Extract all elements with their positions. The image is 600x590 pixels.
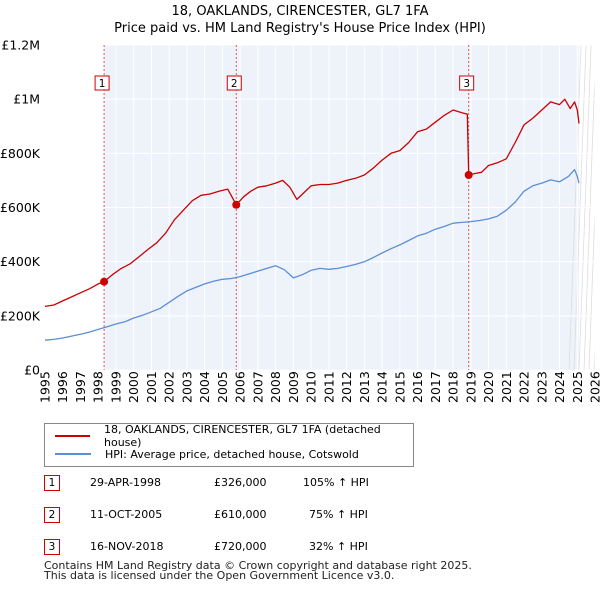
x-tick-label: 1995 (38, 371, 53, 403)
sale-marker-label: 3 (463, 78, 470, 90)
sale-marker-label: 2 (231, 78, 238, 90)
legend-property-line (55, 435, 90, 437)
x-tick-label: 2001 (144, 371, 159, 403)
x-tick-label: 2005 (215, 371, 230, 403)
legend-item-hpi: HPI: Average price, detached house, Cots… (55, 446, 359, 462)
sale-row: 2 11-OCT-2005 £610,000 75% ↑ HPI (44, 507, 424, 525)
x-tick-label: 2018 (446, 371, 461, 403)
sale-row: 3 16-NOV-2018 £720,000 32% ↑ HPI (44, 539, 424, 557)
y-tick-label: £1.2M (1, 38, 40, 53)
x-tick-label: 1997 (73, 371, 88, 403)
x-tick-label: 2010 (304, 371, 319, 403)
sale-marker-box (94, 75, 110, 91)
right-mask (595, 43, 600, 372)
x-tick-label: 2023 (534, 371, 549, 403)
legend-property-label: 18, OAKLANDS, CIRENCESTER, GL7 1FA (deta… (104, 423, 381, 449)
footer-attribution: Contains HM Land Registry data © Crown c… (44, 559, 472, 582)
x-tick-label: 2024 (552, 371, 567, 403)
chart-title: 18, OAKLANDS, CIRENCESTER, GL7 1FA (172, 4, 429, 19)
x-tick-label: 2006 (233, 371, 248, 403)
y-tick-label: £200K (0, 308, 41, 323)
y-tick-label: £600K (0, 200, 41, 215)
sale-number-badge: 1 (44, 475, 60, 491)
x-tick-label: 2003 (179, 371, 194, 403)
sale-point (100, 277, 109, 286)
x-tick-label: 2007 (250, 371, 265, 403)
x-tick-label: 2017 (428, 371, 443, 403)
sale-number-badge: 3 (44, 539, 60, 555)
sale-marker-box (459, 75, 475, 91)
sale-date: 11-OCT-2005 (90, 508, 163, 521)
x-tick-label: 2022 (517, 371, 532, 403)
y-tick-label: £0 (24, 363, 40, 378)
x-tick-label: 2014 (375, 371, 390, 403)
y-tick-label: £1M (13, 92, 40, 107)
legend-item-property: 18, OAKLANDS, CIRENCESTER, GL7 1FA (deta… (55, 423, 413, 449)
x-tick-label: 2000 (126, 371, 141, 403)
x-tick-label: 2004 (197, 371, 212, 403)
legend-hpi-line (55, 453, 91, 455)
legend: 18, OAKLANDS, CIRENCESTER, GL7 1FA (deta… (44, 423, 414, 467)
sale-marker-box (226, 75, 242, 91)
x-tick-label: 2021 (499, 371, 514, 403)
sale-number-badge: 2 (44, 507, 60, 523)
sale-point (464, 171, 473, 179)
sale-marker-label: 1 (99, 78, 106, 90)
x-tick-label: 2019 (463, 371, 478, 403)
sale-point (232, 200, 241, 209)
price-chart: 18, OAKLANDS, CIRENCESTER, GL7 1FA Price… (0, 4, 600, 403)
legend-hpi-label: HPI: Average price, detached house, Cots… (105, 447, 359, 461)
x-tick-label: 1998 (91, 371, 106, 403)
sale-price: £326,000 (214, 476, 267, 489)
x-tick-label: 2025 (570, 371, 585, 403)
x-tick-label: 2012 (339, 371, 354, 403)
hpi-line (44, 168, 580, 341)
footer-line-licence: This data is licensed under the Open Gov… (44, 569, 395, 582)
sale-row: 1 29-APR-1998 £326,000 105% ↑ HPI (44, 475, 424, 493)
x-tick-label: 2016 (410, 371, 425, 403)
sale-price: £720,000 (214, 540, 267, 553)
sale-price: £610,000 (214, 508, 267, 521)
x-tick-label: 1996 (55, 371, 70, 403)
sale-hpi-change: 32% ↑ HPI (309, 540, 368, 553)
x-tick-label: 2026 (588, 371, 600, 403)
x-tick-label: 2009 (286, 371, 301, 403)
sale-hpi-change: 75% ↑ HPI (309, 508, 368, 521)
x-tick-label: 2008 (268, 371, 283, 403)
x-tick-label: 2015 (392, 371, 407, 403)
property-price-line (44, 98, 580, 308)
chart-subtitle: Price paid vs. HM Land Registry's House … (114, 21, 486, 36)
footer-line-copyright: Contains HM Land Registry data © Crown c… (44, 559, 472, 572)
sale-hpi-change: 105% ↑ HPI (303, 476, 369, 489)
y-tick-label: £800K (0, 146, 41, 161)
sale-date: 29-APR-1998 (90, 476, 162, 489)
sale-date: 16-NOV-2018 (90, 540, 164, 553)
x-tick-label: 1999 (108, 371, 123, 403)
y-tick-label: £400K (0, 254, 41, 269)
x-tick-label: 2013 (357, 371, 372, 403)
x-tick-label: 2011 (321, 371, 336, 403)
x-tick-label: 2020 (481, 371, 496, 403)
x-tick-label: 2002 (162, 371, 177, 403)
